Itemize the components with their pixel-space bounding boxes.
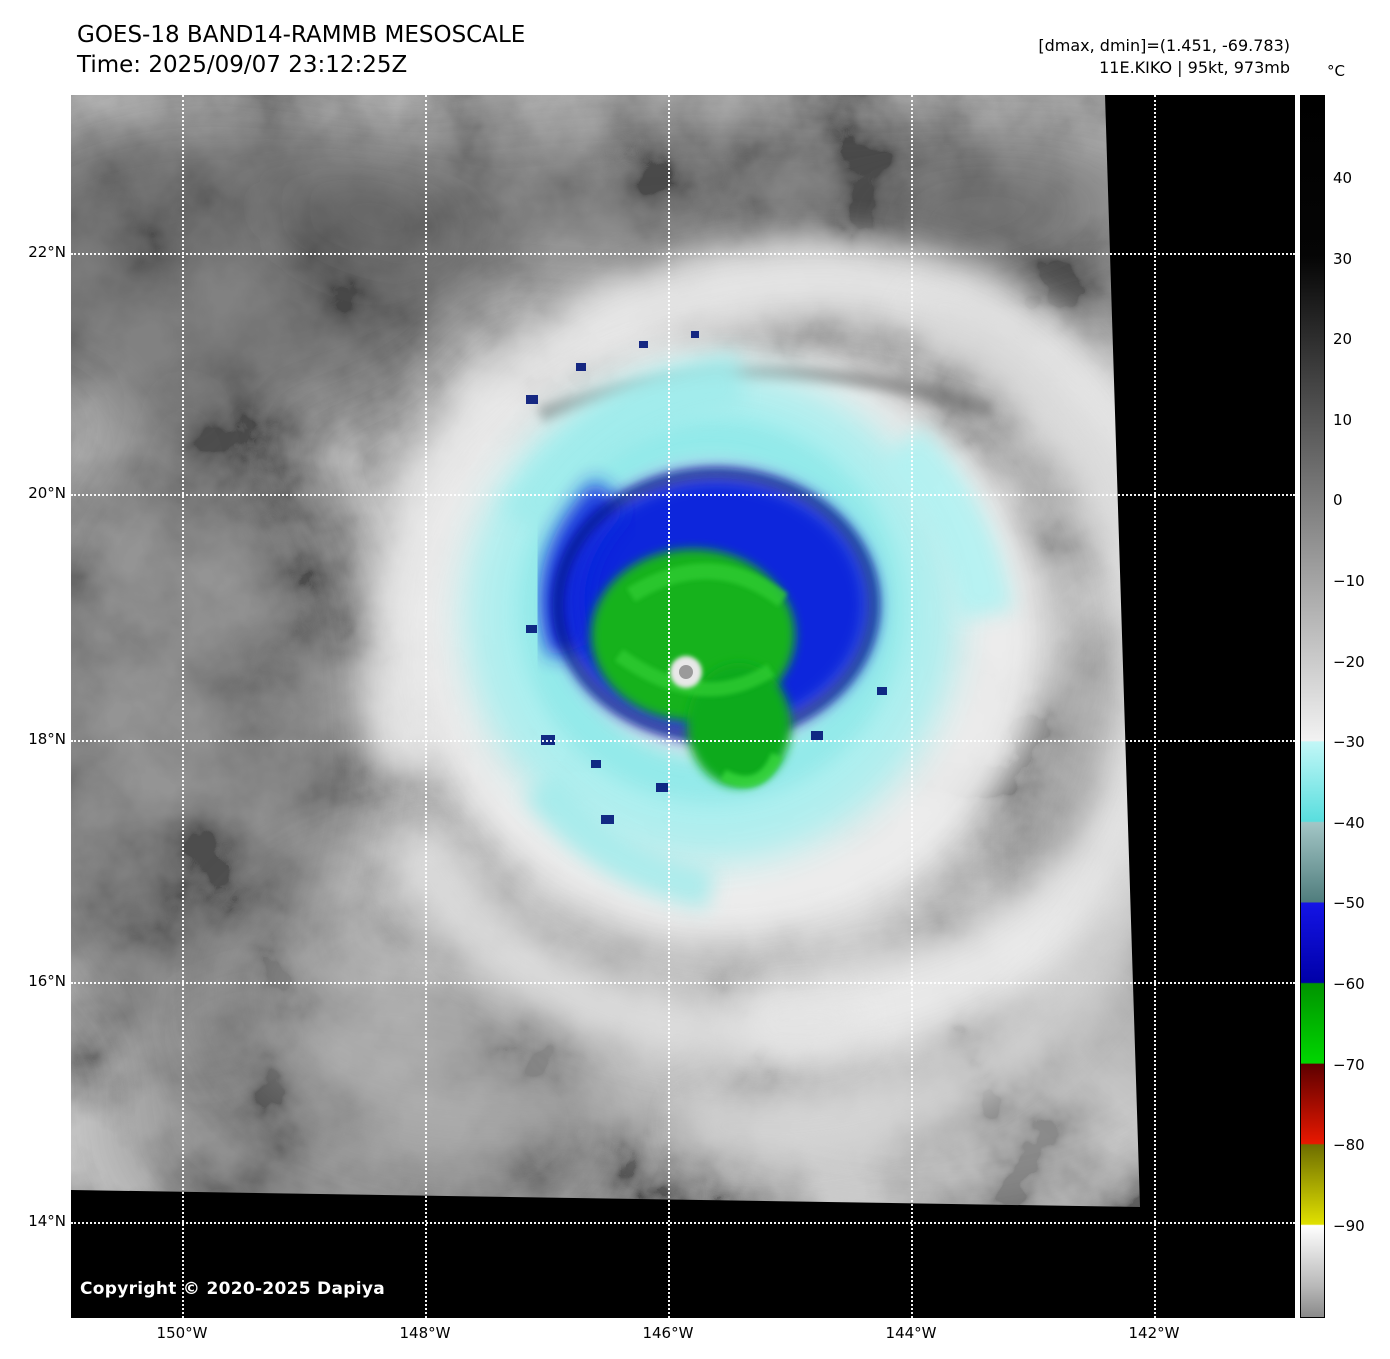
latitude-gridline	[71, 981, 1295, 984]
latitude-label: 22°N	[28, 243, 66, 261]
colorbar-tick-label: −40	[1333, 813, 1365, 832]
colorbar-tick-label: −60	[1333, 974, 1365, 993]
longitude-gridline	[1153, 95, 1156, 1318]
latitude-gridline	[71, 493, 1295, 496]
colorbar-tick-label: 0	[1333, 491, 1343, 510]
longitude-label: 146°W	[642, 1324, 694, 1342]
longitude-label: 150°W	[156, 1324, 208, 1342]
colorbar-tick-label: 30	[1333, 249, 1353, 268]
latitude-label: 20°N	[28, 483, 66, 502]
colorbar-tick-label: −90	[1333, 1216, 1365, 1235]
colorbar-gradient	[1300, 95, 1325, 1318]
colorbar-tick-label: −70	[1333, 1055, 1365, 1074]
latitude-label: 16°N	[28, 971, 66, 990]
colorbar-tick-label: 40	[1333, 169, 1353, 188]
copyright-text: Copyright © 2020-2025 Dapiya	[80, 1279, 385, 1299]
longitude-label: 142°W	[1128, 1324, 1180, 1342]
dmax-dmin-readout: [dmax, dmin]=(1.451, -69.783)	[1038, 36, 1290, 55]
colorbar-tick-label: −20	[1333, 652, 1365, 671]
product-time: Time: 2025/09/07 23:12:25Z	[77, 52, 408, 78]
latitude-gridline	[71, 740, 1295, 742]
colorbar-tick-label: −80	[1333, 1136, 1365, 1155]
longitude-gridline	[424, 95, 427, 1318]
latitude-gridline	[71, 1221, 1295, 1224]
latitude-label: 18°N	[28, 730, 66, 748]
colorbar-tick-label: 10	[1333, 410, 1353, 429]
satellite-image	[71, 95, 1295, 1318]
colorbar-tick-label: −10	[1333, 572, 1365, 591]
longitude-gridline	[182, 95, 185, 1318]
colorbar-unit-label: °C	[1327, 62, 1345, 80]
storm-info: 11E.KIKO | 95kt, 973mb	[1099, 58, 1290, 77]
longitude-gridline	[911, 95, 914, 1318]
longitude-label: 148°W	[399, 1324, 451, 1342]
colorbar-tick-label: 20	[1333, 330, 1353, 349]
longitude-label: 144°W	[885, 1324, 937, 1342]
colorbar-tick-label: −30	[1333, 733, 1365, 752]
latitude-gridline	[71, 253, 1295, 255]
map-area: Copyright © 2020-2025 Dapiya	[71, 95, 1295, 1318]
colorbar-tick-label: −50	[1333, 894, 1365, 913]
longitude-gridline	[667, 95, 670, 1318]
latitude-label: 14°N	[28, 1211, 66, 1230]
product-title: GOES-18 BAND14-RAMMB MESOSCALE	[77, 22, 526, 48]
